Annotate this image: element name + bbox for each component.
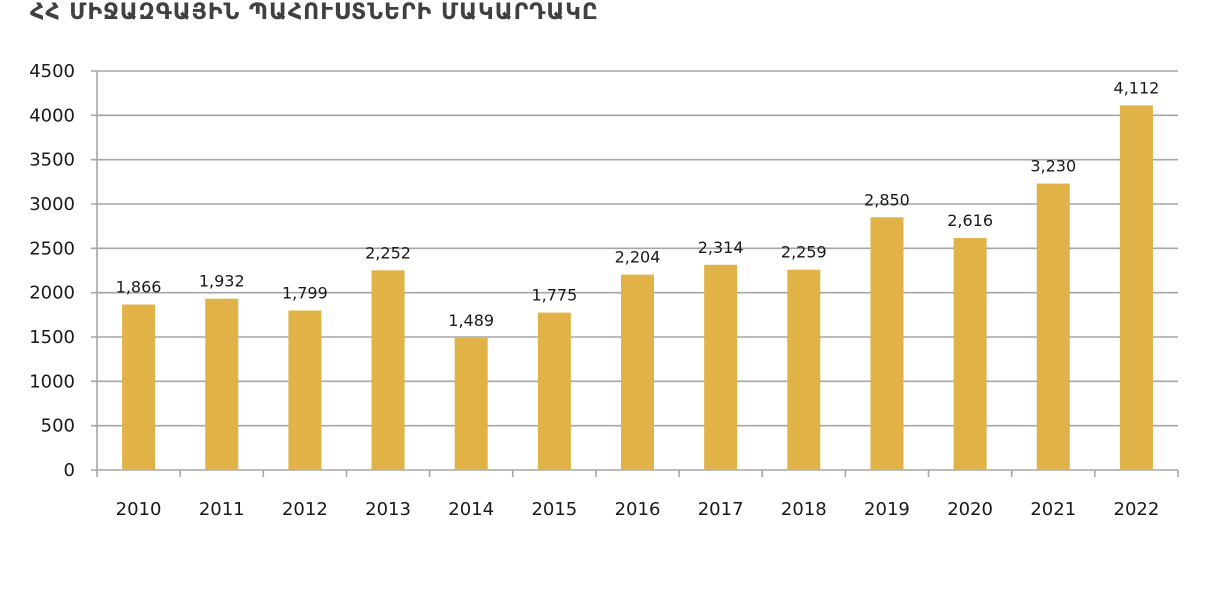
bars bbox=[122, 105, 1153, 471]
y-tick-label: 2500 bbox=[29, 238, 75, 259]
data-label: 1,799 bbox=[282, 283, 328, 302]
data-label: 2,204 bbox=[615, 248, 661, 267]
bar bbox=[205, 298, 239, 470]
bar bbox=[953, 238, 987, 470]
data-label: 2,314 bbox=[698, 238, 744, 257]
data-label: 4,112 bbox=[1114, 78, 1160, 97]
data-label: 3,230 bbox=[1030, 157, 1076, 176]
x-tick-label: 2013 bbox=[365, 499, 411, 520]
x-tick-label: 2014 bbox=[448, 499, 494, 520]
data-label: 2,850 bbox=[864, 190, 910, 209]
y-tick-label: 3000 bbox=[29, 194, 75, 215]
data-label: 2,259 bbox=[781, 243, 827, 262]
data-label: 1,866 bbox=[116, 278, 162, 297]
x-tick-label: 2018 bbox=[781, 499, 827, 520]
y-tick-label: 500 bbox=[41, 416, 75, 437]
y-tick-label: 3500 bbox=[29, 150, 75, 171]
x-tick-label: 2021 bbox=[1030, 499, 1076, 520]
bar bbox=[454, 337, 488, 470]
x-tick-label: 2015 bbox=[531, 499, 577, 520]
y-tick-label: 4000 bbox=[29, 105, 75, 126]
bar bbox=[371, 270, 405, 470]
x-tick-label: 2010 bbox=[116, 499, 162, 520]
x-tick-label: 2017 bbox=[698, 499, 744, 520]
y-tick-label: 0 bbox=[64, 460, 75, 481]
y-axis-tick-labels: 0 500 1000 1500 2000 2500 3000 3500 4000 4500 bbox=[29, 61, 75, 481]
bar bbox=[122, 304, 156, 470]
data-label: 1,489 bbox=[448, 311, 494, 330]
y-tick-label: 1500 bbox=[29, 327, 75, 348]
y-tick-label: 1000 bbox=[29, 371, 75, 392]
bar bbox=[787, 269, 821, 470]
data-label: 2,616 bbox=[947, 211, 993, 230]
y-tick-label: 2000 bbox=[29, 283, 75, 304]
x-tick-label: 2019 bbox=[864, 499, 910, 520]
bar bbox=[1036, 183, 1070, 470]
chart-title: ՀՀ ՄԻՋԱԶԳԱՅԻՆ ՊԱՀՈՒՍՏՆԵՐԻ ՄԱԿԱՐԴԱԿԸ bbox=[30, 0, 599, 25]
bar bbox=[537, 312, 571, 470]
x-tick-label: 2011 bbox=[199, 499, 245, 520]
x-tick-label: 2012 bbox=[282, 499, 328, 520]
x-tick-label: 2016 bbox=[615, 499, 661, 520]
bar bbox=[870, 217, 904, 470]
data-label: 1,932 bbox=[199, 272, 245, 291]
data-label: 1,775 bbox=[531, 286, 577, 305]
y-tick-label: 4500 bbox=[29, 61, 75, 82]
bar bbox=[704, 264, 738, 470]
data-labels: 1,866 1,932 1,799 2,252 1,489 1,775 2,204 2,314… bbox=[116, 78, 1160, 330]
x-axis-tick-labels: 2010 2011 2012 2013 2014 2015 2016 2017 2018 2019… bbox=[116, 499, 1160, 520]
data-label: 2,252 bbox=[365, 243, 411, 262]
x-tick-label: 2020 bbox=[947, 499, 993, 520]
bar bbox=[288, 310, 322, 470]
bar bbox=[1119, 105, 1153, 471]
bar bbox=[621, 274, 654, 470]
x-tick-label: 2022 bbox=[1114, 499, 1160, 520]
